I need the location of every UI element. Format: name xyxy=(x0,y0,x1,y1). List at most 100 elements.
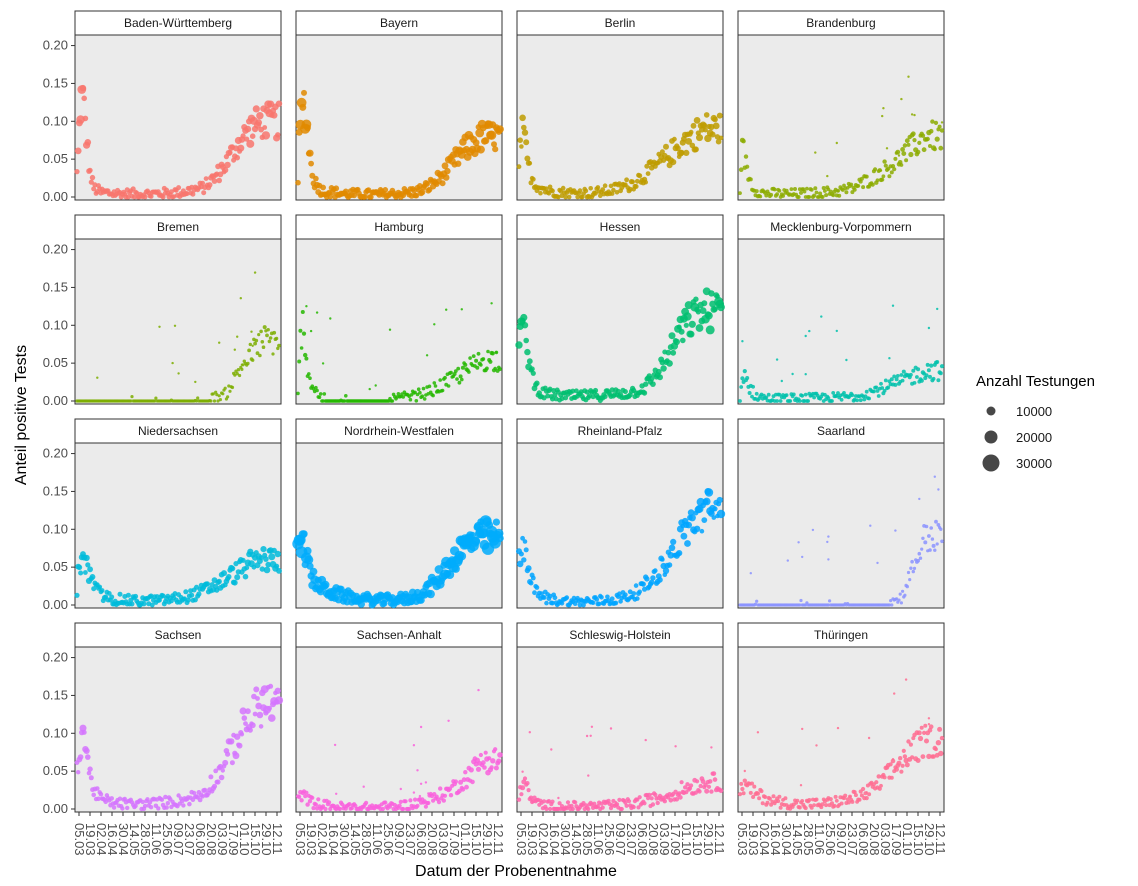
data-point xyxy=(310,795,315,800)
data-point xyxy=(826,603,831,607)
data-point xyxy=(624,803,629,808)
data-point xyxy=(472,139,480,147)
data-point xyxy=(258,555,264,561)
data-point xyxy=(827,558,830,561)
data-point xyxy=(927,723,931,726)
data-point xyxy=(755,791,761,796)
data-point xyxy=(764,395,769,400)
data-point xyxy=(526,358,533,365)
data-point xyxy=(467,370,471,374)
x-tick-label: 02.04 xyxy=(315,823,330,856)
data-point xyxy=(668,332,676,340)
data-point xyxy=(153,399,157,403)
data-point xyxy=(250,330,253,333)
data-points xyxy=(292,515,504,609)
panel-title: Bremen xyxy=(157,220,199,234)
data-point xyxy=(236,368,241,372)
data-point xyxy=(754,189,759,194)
data-point xyxy=(550,188,555,194)
data-points xyxy=(738,75,945,199)
data-point xyxy=(522,539,528,544)
data-point xyxy=(419,189,426,196)
data-point xyxy=(887,603,892,607)
data-point xyxy=(602,394,608,400)
x-tick-label: 11.06 xyxy=(591,823,606,855)
data-point xyxy=(254,338,259,343)
data-point xyxy=(528,795,534,800)
data-point xyxy=(320,184,326,191)
panel-plot-area xyxy=(74,442,282,609)
x-tick-label: 14.05 xyxy=(790,823,805,856)
data-point xyxy=(460,787,466,792)
data-point xyxy=(598,193,603,198)
data-point xyxy=(927,326,931,330)
data-point xyxy=(873,167,878,172)
data-point xyxy=(487,756,492,761)
data-point xyxy=(845,358,848,362)
data-point xyxy=(77,754,84,760)
data-point xyxy=(317,395,322,400)
data-point xyxy=(274,563,280,569)
panel-plot-area xyxy=(516,238,724,405)
data-points xyxy=(738,304,945,403)
data-point xyxy=(883,163,888,168)
x-tick-label: 02.04 xyxy=(94,823,109,856)
data-point xyxy=(244,565,250,571)
data-point xyxy=(906,142,911,147)
data-point xyxy=(653,792,658,797)
x-tick-label: 15.10 xyxy=(248,823,263,856)
data-point xyxy=(897,154,901,157)
data-point xyxy=(797,805,802,810)
data-point xyxy=(493,747,498,752)
legend-label: 20000 xyxy=(1016,430,1052,445)
data-point xyxy=(893,156,898,161)
data-point xyxy=(226,574,232,580)
data-point xyxy=(490,351,495,356)
data-point xyxy=(413,390,417,395)
data-point xyxy=(564,595,570,600)
data-point xyxy=(408,397,413,402)
data-point xyxy=(751,384,755,389)
data-point xyxy=(453,779,458,784)
data-point xyxy=(165,801,170,806)
data-points xyxy=(516,112,724,200)
data-point xyxy=(931,376,936,381)
data-point xyxy=(804,334,807,338)
data-point xyxy=(413,797,418,802)
data-point xyxy=(901,748,906,754)
data-point xyxy=(805,186,809,191)
data-point xyxy=(712,122,720,130)
data-point xyxy=(826,540,829,544)
data-point xyxy=(177,372,180,375)
x-tick-label: 03.09 xyxy=(878,823,893,856)
data-point xyxy=(585,734,589,738)
data-point xyxy=(586,806,591,812)
x-tick-label: 28.05 xyxy=(138,823,153,856)
y-axis-title: Anteil positive Tests xyxy=(13,345,30,485)
data-point xyxy=(259,566,265,572)
data-point xyxy=(227,384,231,388)
data-point xyxy=(276,346,280,351)
data-point xyxy=(239,297,242,300)
data-point xyxy=(327,800,332,805)
data-point xyxy=(423,804,428,809)
x-tick-label: 06.08 xyxy=(193,823,208,856)
data-point xyxy=(862,397,867,402)
data-point xyxy=(455,160,462,167)
data-point xyxy=(424,181,430,187)
data-point xyxy=(910,559,914,564)
data-point xyxy=(229,565,236,572)
data-point xyxy=(496,758,502,764)
data-point xyxy=(934,136,940,142)
data-point xyxy=(824,193,829,198)
data-point xyxy=(739,385,744,389)
data-point xyxy=(864,796,869,801)
data-point xyxy=(925,362,930,367)
data-point xyxy=(839,397,844,402)
y-tick-label: 0.10 xyxy=(43,521,68,536)
panel-strip xyxy=(295,622,503,648)
x-tick-label: 15.10 xyxy=(911,823,926,856)
data-point xyxy=(241,715,248,721)
panel-title: Sachsen xyxy=(155,628,202,642)
